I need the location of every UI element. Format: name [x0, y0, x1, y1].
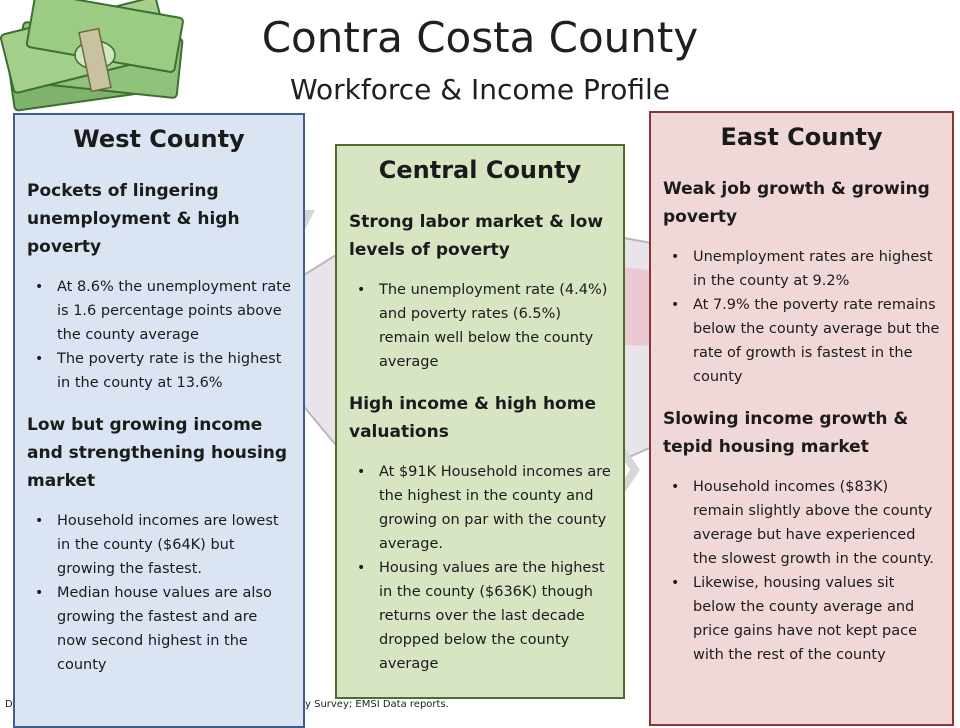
section-heading: Low but growing income and strengthening…	[27, 415, 288, 491]
panel-title: East County	[720, 123, 883, 151]
bullet-item: At 8.6% the unemployment rate is 1.6 per…	[35, 275, 291, 347]
section-heading: Strong labor market & low levels of pove…	[349, 212, 604, 260]
bullet-item: Household incomes are lowest in the coun…	[35, 509, 291, 581]
bullet-list: At 8.6% the unemployment rate is 1.6 per…	[27, 275, 291, 395]
page-title: Contra Costa County	[261, 13, 699, 62]
bullet-item: Housing values are the highest in the co…	[357, 556, 611, 676]
section-heading: Pockets of lingering unemployment & high…	[27, 181, 240, 257]
bullet-list: At $91K Household incomes are the highes…	[349, 460, 611, 676]
section-heading: Slowing income growth & tepid housing ma…	[663, 409, 909, 457]
panel-title: West County	[73, 125, 245, 153]
panel-title: Central County	[378, 156, 582, 184]
bullet-item: The unemployment rate (4.4%) and poverty…	[357, 278, 611, 374]
bullet-list: Unemployment rates are highest in the co…	[663, 245, 940, 389]
source-fragment: D	[5, 699, 13, 710]
bullet-list: The unemployment rate (4.4%) and poverty…	[349, 278, 611, 374]
source-fragment: y Survey; EMSI Data reports.	[305, 699, 449, 710]
page-subtitle: Workforce & Income Profile	[289, 73, 671, 106]
bullet-item: At 7.9% the poverty rate remains below t…	[671, 293, 940, 389]
bullet-list: Household incomes ($83K) remain slightly…	[663, 475, 940, 667]
bullet-item: Likewise, housing values sit below the c…	[671, 571, 940, 667]
bullet-item: Median house values are also growing the…	[35, 581, 291, 677]
bullet-item: The poverty rate is the highest in the c…	[35, 347, 291, 395]
bullet-item: Unemployment rates are highest in the co…	[671, 245, 940, 293]
central-county-panel: Central County Strong labor market & low…	[335, 144, 625, 699]
section-heading: Weak job growth & growing poverty	[663, 179, 930, 227]
west-county-panel: West County Pockets of lingering unemplo…	[13, 113, 305, 728]
money-stack-icon	[0, 0, 184, 112]
east-county-panel: East County Weak job growth & growing po…	[649, 111, 954, 726]
bullet-list: Household incomes are lowest in the coun…	[27, 509, 291, 677]
section-heading: High income & high home valuations	[349, 394, 596, 442]
bullet-item: Household incomes ($83K) remain slightly…	[671, 475, 940, 571]
bullet-item: At $91K Household incomes are the highes…	[357, 460, 611, 556]
